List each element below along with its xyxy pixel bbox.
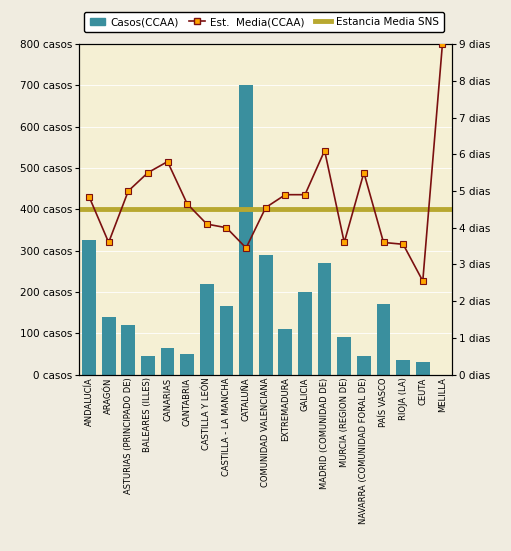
Bar bbox=[397, 360, 410, 375]
Bar bbox=[337, 337, 351, 375]
Bar bbox=[416, 363, 430, 375]
Bar bbox=[82, 240, 96, 375]
Bar bbox=[298, 292, 312, 375]
Bar bbox=[180, 354, 194, 375]
Bar bbox=[200, 284, 214, 375]
Bar bbox=[318, 263, 332, 375]
Legend: Casos(CCAA), Est.  Media(CCAA), Estancia Media SNS: Casos(CCAA), Est. Media(CCAA), Estancia … bbox=[84, 12, 444, 33]
Bar bbox=[160, 348, 174, 375]
Bar bbox=[102, 317, 115, 375]
Bar bbox=[278, 329, 292, 375]
Bar bbox=[220, 306, 234, 375]
Bar bbox=[239, 85, 253, 375]
Bar bbox=[357, 356, 371, 375]
Bar bbox=[259, 255, 272, 375]
Bar bbox=[141, 356, 155, 375]
Bar bbox=[122, 325, 135, 375]
Bar bbox=[377, 305, 390, 375]
